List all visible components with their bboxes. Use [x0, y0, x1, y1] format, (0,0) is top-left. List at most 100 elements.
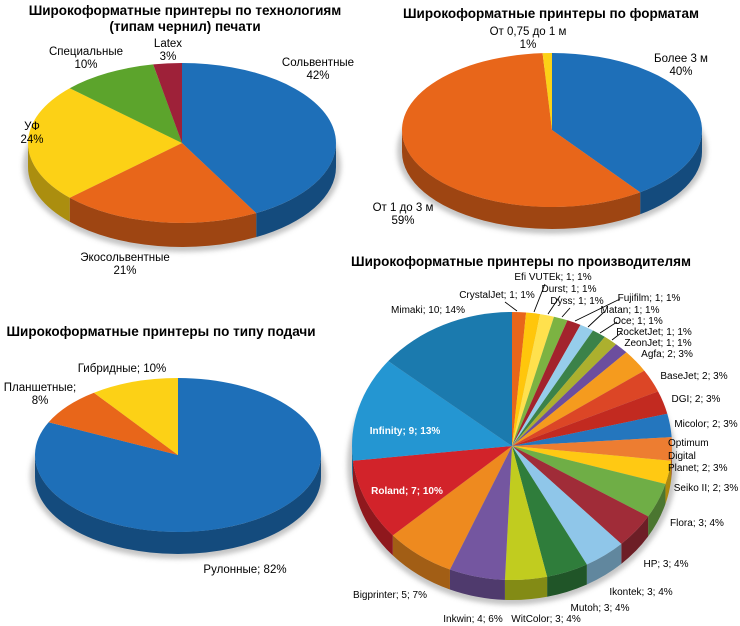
- pie-slice: [552, 53, 702, 193]
- pie-label: DGI; 2; 3%: [671, 394, 721, 405]
- pie-slice: [352, 446, 512, 536]
- pie-label: Гибридные; 10%: [77, 363, 167, 375]
- pie-slice: [512, 370, 659, 446]
- pie-slice: [512, 312, 527, 446]
- pie-slice: [388, 312, 512, 446]
- label-leader-line: [611, 332, 622, 341]
- pie-slice: [512, 437, 673, 461]
- pie-label: Matan; 1; 1%: [600, 305, 660, 316]
- pie-label: УФ 24%: [20, 121, 44, 146]
- pie-slice: [512, 312, 541, 446]
- pie-label: От 0,75 до 1 м 1%: [489, 26, 567, 51]
- pie-slice: [512, 446, 672, 485]
- chart-title-ink-technology: Широкоформатные принтеры по технологиям …: [10, 3, 360, 35]
- pie-label: Efi VUTEk; 1; 1%: [514, 272, 592, 283]
- pie-label: Экосольвентные 21%: [80, 252, 170, 277]
- pie-slice: [401, 53, 641, 207]
- pie-slice: [512, 446, 649, 544]
- pie-slice-side: [586, 543, 622, 585]
- pie-label: ZeonJet; 1; 1%: [624, 338, 692, 349]
- pie-slice: [512, 330, 605, 446]
- pie-label: HP; 3; 4%: [643, 559, 689, 570]
- label-leader-line: [533, 283, 546, 313]
- label-leader-line: [547, 295, 561, 315]
- pie-label: RocketJet; 1; 1%: [616, 327, 692, 338]
- pie-slice-side: [352, 460, 393, 556]
- pie-slice: [512, 344, 627, 446]
- pie-slice: [512, 446, 622, 565]
- pie-slice: [153, 63, 182, 143]
- pie-label: Seiko II; 2; 3%: [673, 483, 739, 494]
- pie-slice-side: [449, 569, 505, 600]
- pie-label: От 1 до 3 м 59%: [372, 202, 434, 227]
- pie-label: Bigprinter; 5; 7%: [353, 590, 427, 601]
- pie-slice-side: [504, 576, 548, 601]
- pie-label: Inkwin; 4; 6%: [443, 614, 503, 625]
- label-leader-line: [561, 307, 571, 318]
- pie-slice: [512, 446, 666, 517]
- pie-slice-side: [648, 484, 666, 537]
- pie-slice-side: [28, 143, 70, 222]
- pie-label: Fujifilm; 1; 1%: [617, 293, 681, 304]
- pie-label: Durst; 1; 1%: [541, 284, 597, 295]
- pie-label: Сольвентные 42%: [281, 57, 355, 82]
- pie-slice-side: [621, 516, 649, 564]
- pie-slice: [512, 316, 568, 446]
- pie-slice: [512, 324, 594, 446]
- pie-slice: [392, 446, 512, 570]
- pie-slice: [542, 52, 552, 130]
- pie-label: Mimaki; 10; 14%: [391, 305, 465, 316]
- pie-slice-side: [69, 197, 257, 247]
- pie-slice: [512, 336, 617, 446]
- pie-slice-side: [402, 130, 641, 229]
- label-leader-line: [504, 301, 518, 312]
- pie-slice: [182, 63, 336, 214]
- label-leader-line: [599, 321, 618, 334]
- pie-label: Более 3 м 40%: [654, 53, 708, 78]
- pie-slice: [352, 361, 512, 461]
- pie-slice: [93, 378, 178, 455]
- pie-label: Oce; 1; 1%: [613, 316, 663, 327]
- pie-label: WitColor; 3; 4%: [511, 614, 581, 625]
- pie-slice: [512, 446, 587, 577]
- pie-label: CrystalJet; 1; 1%: [459, 290, 535, 301]
- pie-slice-side: [392, 535, 450, 590]
- pie-slice-side: [35, 455, 321, 554]
- pie-label: Mutoh; 3; 4%: [570, 603, 630, 614]
- pie-label: Специальные 10%: [48, 46, 124, 71]
- chart-title-feed-type: Широкоформатные принтеры по типу подачи: [6, 324, 316, 339]
- pie-label: Рулонные; 82%: [203, 564, 287, 576]
- pie-label: BaseJet; 2; 3%: [660, 371, 728, 382]
- pie-label: Latex 3%: [153, 38, 183, 63]
- pie-slice: [504, 446, 548, 581]
- pie-slice: [69, 143, 257, 223]
- pie-slice: [28, 88, 182, 198]
- pie-label: Roland; 7; 10%: [371, 486, 443, 497]
- pie-label: Flora; 3; 4%: [670, 518, 724, 529]
- label-leader-line: [574, 298, 621, 322]
- pie-label: Infinity; 9; 13%: [369, 426, 441, 437]
- pie-slice-side: [352, 446, 353, 481]
- chart-title-line: Широкоформатные принтеры по технологиям: [28, 3, 342, 18]
- pie-slice-side: [665, 460, 672, 505]
- pie-label: Dyss; 1; 1%: [550, 296, 604, 307]
- pie-label: Optimum Digital Planet; 2; 3%: [668, 438, 728, 474]
- chart-title-formats: Широкоформатные принтеры по форматам: [402, 6, 700, 21]
- pie-slice: [512, 314, 554, 446]
- pie-slice: [512, 352, 645, 446]
- pie-label: Micolor; 2; 3%: [674, 419, 738, 430]
- chart-title-manufacturers: Широкоформатные принтеры по производител…: [351, 254, 691, 269]
- pie-slice: [69, 64, 182, 143]
- pie-slice-side: [671, 446, 672, 481]
- pie-slice: [512, 413, 672, 446]
- pie-label: Ikontek; 3; 4%: [609, 587, 673, 598]
- pie-slice-side: [640, 130, 702, 215]
- pie-label: Планшетные; 8%: [3, 382, 77, 407]
- pie-slice: [512, 391, 668, 446]
- pie-slice-side: [547, 564, 587, 597]
- pie-slice-side: [256, 143, 336, 238]
- label-leader-line: [587, 311, 605, 328]
- pie-slice: [449, 446, 512, 580]
